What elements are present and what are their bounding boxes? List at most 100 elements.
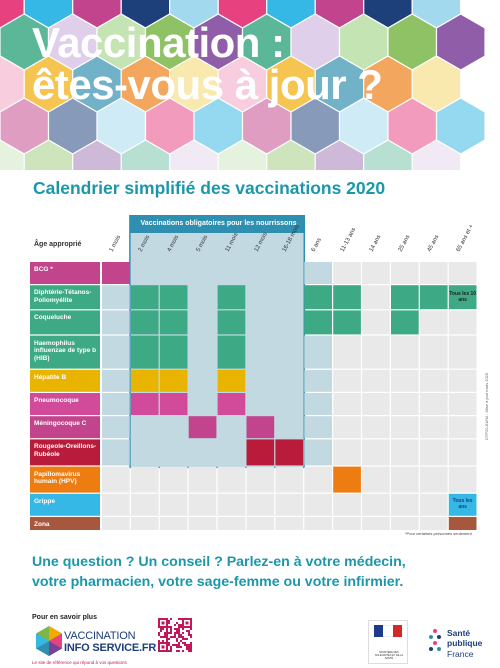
- calendar-cell: [159, 466, 188, 493]
- qr-code-icon: [158, 618, 192, 652]
- calendar-cell: [304, 466, 332, 493]
- calendar-cell: [130, 369, 159, 392]
- row-label: Haemophilus influenzae de type b (HIB): [34, 339, 97, 362]
- row-label: Méningocoque C: [34, 420, 87, 428]
- calendar-cell: [217, 439, 246, 466]
- calendar-cell: [448, 369, 477, 392]
- calendar-cell: [188, 335, 217, 369]
- calendar-cell: [246, 369, 275, 392]
- vis-brand-line1: VACCINATION: [64, 630, 136, 642]
- sp-brand-line2: publique: [447, 638, 483, 648]
- calendar-cell: [304, 439, 332, 466]
- calendar-cell: [362, 416, 390, 439]
- calendar-cell: [448, 466, 477, 493]
- side-note: DTP20-81/Nil - Mise à jour mars 2020: [484, 372, 489, 440]
- calendar-cell: [419, 335, 448, 369]
- calendar-cell: [275, 285, 304, 310]
- calendar-cell: [159, 517, 188, 530]
- more-info-label: Pour en savoir plus: [32, 614, 97, 621]
- vaccination-info-service-logo-icon: [36, 626, 62, 656]
- calendar-cell: [217, 335, 246, 369]
- advice-message: Une question ? Un conseil ? Parlez-en à …: [32, 552, 482, 592]
- calendar-cell: [246, 393, 275, 415]
- banner-hexagon: [314, 139, 365, 170]
- calendar-cell: [419, 517, 448, 530]
- calendar-cell: [419, 285, 448, 310]
- calendar-cell: [362, 466, 390, 493]
- calendar-cell: [188, 369, 217, 392]
- obligatory-header: Vaccinations obligatoires pour les nourr…: [140, 220, 297, 227]
- row-label: Pneumocoque: [34, 397, 79, 404]
- header-banner: Vaccination : êtes-vous à jour ?: [0, 0, 500, 170]
- calendar-cell: [304, 335, 332, 369]
- calendar-cell: [102, 493, 130, 516]
- calendar-cell: [448, 393, 477, 415]
- calendar-cell: [102, 517, 130, 530]
- calendar-cell: [304, 393, 332, 415]
- calendar-cell: [304, 310, 332, 335]
- row-label: Diphtérie-Tétanos-Poliomyélite: [34, 289, 92, 304]
- row-label: Hépatite B: [34, 373, 67, 381]
- ministry-text: MINISTÈRE DES SOLIDARITÉS ET DE LA SANTÉ: [374, 651, 404, 660]
- calendar-cell: [391, 393, 419, 415]
- calendar-cell: [391, 262, 419, 284]
- calendar-cell: [333, 285, 361, 310]
- calendar-cell: [102, 335, 130, 369]
- obligatory-frame: [129, 215, 306, 469]
- calendar-cell: [102, 466, 130, 493]
- banner-hexagon: [0, 139, 25, 170]
- sante-publique-dots-icon: [429, 629, 441, 651]
- calendar-cell: [333, 335, 361, 369]
- calendar-title: Calendrier simplifié des vaccinations 20…: [33, 178, 386, 198]
- advice-line2: votre pharmacien, votre sage-femme ou vo…: [32, 574, 404, 590]
- row-label-cell: [30, 517, 100, 530]
- row-label-cell: [30, 335, 100, 369]
- calendar-cell: [188, 416, 217, 439]
- calendar-cell: [159, 493, 188, 516]
- calendar-cell: [304, 517, 332, 530]
- sp-brand-line1: Santé: [447, 628, 471, 638]
- calendar-cell: [188, 493, 217, 516]
- page-title-line1: Vaccination :: [32, 19, 285, 66]
- calendar-cell: [102, 262, 130, 284]
- calendar-cell: [246, 416, 275, 439]
- row-label: Zona: [34, 521, 50, 528]
- calendar-cell: [333, 310, 361, 335]
- calendar-cell: [391, 493, 419, 516]
- calendar-cell: [130, 285, 159, 310]
- calendar-cell: [102, 416, 130, 439]
- banner-hexagon: [23, 139, 74, 170]
- calendar-cell: [362, 517, 390, 530]
- row-label-cell: [30, 393, 100, 415]
- banner-hexagon: [72, 139, 122, 170]
- calendar-cell: [275, 466, 304, 493]
- calendar-cell: [333, 416, 361, 439]
- calendar-cell: [159, 393, 188, 415]
- calendar-cell: [217, 262, 246, 284]
- calendar-cell: [362, 262, 390, 284]
- banner-hexagon: [435, 97, 486, 155]
- calendar-cell: [333, 439, 361, 466]
- row-label-cell: [30, 310, 100, 335]
- calendar-cell: [217, 493, 246, 516]
- calendar-cell: [102, 393, 130, 415]
- banner-hexagon: [120, 139, 171, 170]
- calendar-cell: [130, 466, 159, 493]
- row-label: Rougeole-Oreillons-Rubéole: [34, 443, 97, 458]
- calendar-cell: [102, 310, 130, 335]
- calendar-cell: [391, 285, 419, 310]
- calendar-cell: [188, 393, 217, 415]
- calendar-cell: [275, 439, 304, 466]
- calendar-cell: [391, 517, 419, 530]
- calendar-cell: [188, 466, 217, 493]
- calendar-cell: [188, 262, 217, 284]
- calendar-cell: [333, 493, 361, 516]
- calendar-cell: [130, 335, 159, 369]
- calendar-cell: [159, 439, 188, 466]
- calendar-cell: [217, 393, 246, 415]
- calendar-cell: [159, 369, 188, 392]
- calendar-cell: [102, 439, 130, 466]
- calendar-cell: [130, 493, 159, 516]
- tous-les-ans-label: Tous les ans: [452, 497, 473, 510]
- hexagon-pattern: [0, 0, 486, 170]
